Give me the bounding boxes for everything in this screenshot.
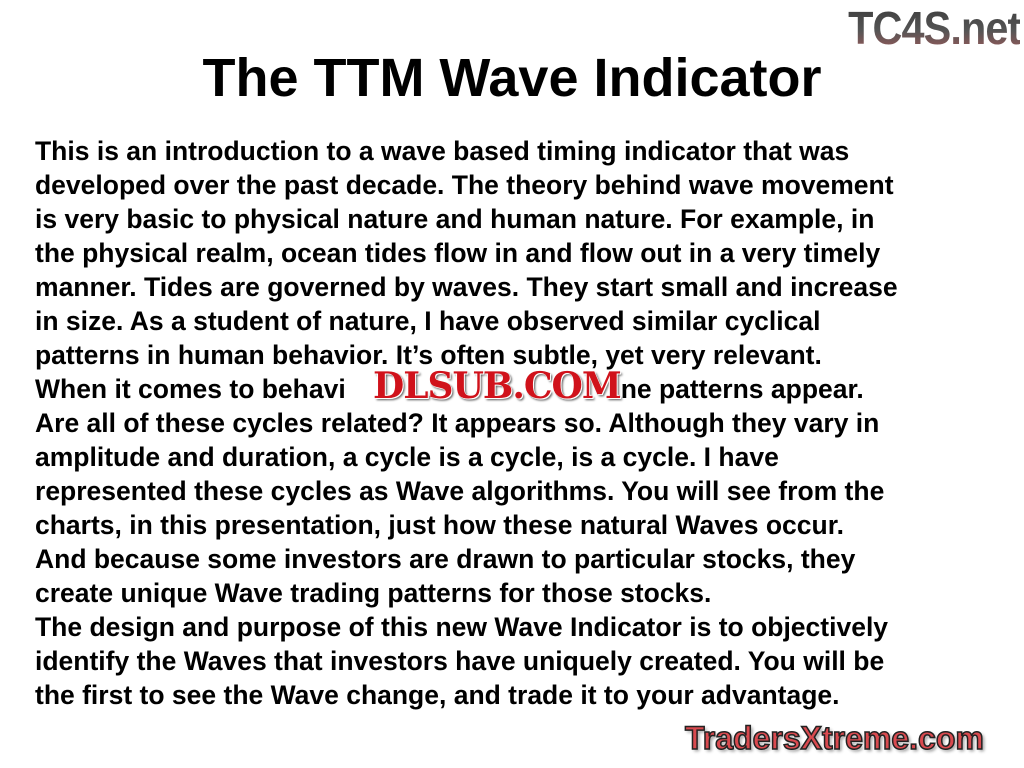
body-line: charts, in this presentation, just how t…	[35, 510, 844, 540]
slide-title: The TTM Wave Indicator	[202, 48, 822, 108]
body-line: manner. Tides are governed by waves. The…	[35, 272, 898, 302]
body-line: represented these cycles as Wave algorit…	[35, 476, 885, 506]
body-line: in size. As a student of nature, I have …	[35, 306, 821, 336]
body-line: patterns in human behavior. It’s often s…	[35, 340, 822, 370]
body-line: This is an introduction to a wave based …	[35, 136, 850, 166]
body-line: And because some investors are drawn to …	[35, 544, 856, 574]
body-line: Are all of these cycles related? It appe…	[35, 408, 880, 438]
body-line: amplitude and duration, a cycle is a cyc…	[35, 442, 779, 472]
body-line-occluded: When it comes to behavi ne patterns appea…	[35, 372, 898, 406]
tradersxtreme-watermark-logo: TradersXtreme.com	[684, 719, 984, 757]
body-line: The design and purpose of this new Wave …	[35, 612, 889, 642]
body-line: identify the Waves that investors have u…	[35, 646, 885, 676]
dlsub-watermark-logo: DLSUB.COM	[373, 365, 622, 407]
body-line: developed over the past decade. The theo…	[35, 170, 894, 200]
body-line: create unique Wave trading patterns for …	[35, 578, 712, 608]
body-line: is very basic to physical nature and hum…	[35, 204, 875, 234]
occluded-after: ne patterns appear.	[620, 374, 864, 404]
body-line: the physical realm, ocean tides flow in …	[35, 238, 881, 268]
occluded-before: When it comes to behavi	[35, 374, 346, 404]
tc4s-watermark-logo: TC4S.net	[847, 2, 1021, 54]
body-line: the first to see the Wave change, and tr…	[35, 680, 840, 710]
slide-body: This is an introduction to a wave based …	[35, 134, 898, 712]
